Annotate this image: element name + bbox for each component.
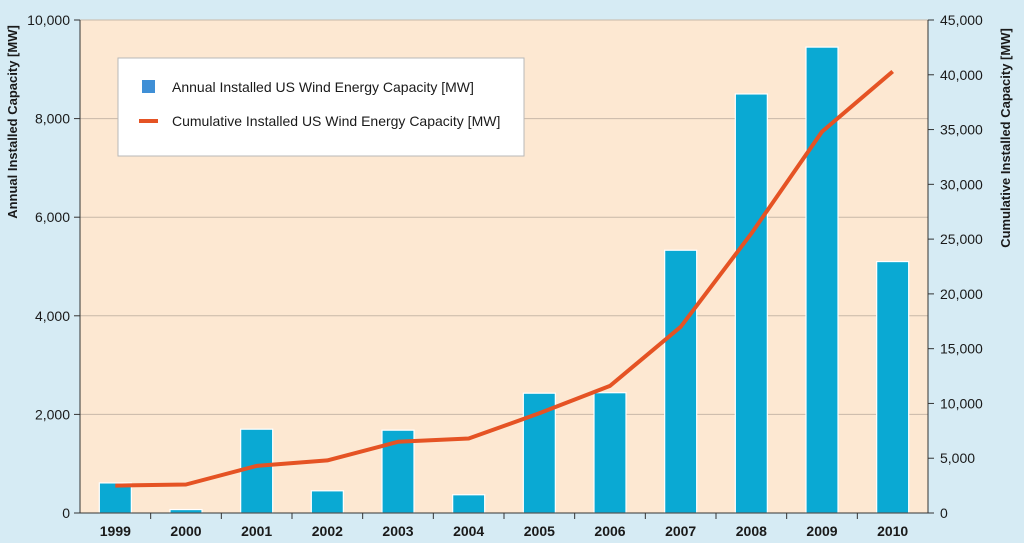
legend: Annual Installed US Wind Energy Capacity… [117, 57, 525, 157]
category-label-2000: 2000 [170, 523, 201, 539]
bar-2002 [310, 490, 344, 514]
right-tick-label: 15,000 [940, 341, 983, 357]
right-tick-label: 20,000 [940, 286, 983, 302]
left-tick-label: 10,000 [27, 12, 70, 28]
bar-2008 [734, 93, 768, 514]
right-axis-title: Cumulative Installed Capacity [MW] [998, 28, 1013, 248]
left-tick-label: 6,000 [35, 209, 70, 225]
bar-2001 [240, 428, 274, 514]
bar-2009 [805, 46, 839, 514]
cumulative-line-group [115, 69, 894, 488]
right-tick-label: 30,000 [940, 176, 983, 192]
category-ticks: 1999 2000 2001 2002 2003 2004 2005 2006 2007 2008… [100, 513, 908, 539]
category-label-2007: 2007 [665, 523, 696, 539]
bar-2000 [169, 508, 203, 514]
legend-box [117, 57, 525, 157]
category-label-2006: 2006 [594, 523, 625, 539]
category-label-2009: 2009 [806, 523, 837, 539]
category-label-2003: 2003 [382, 523, 413, 539]
left-tick-label: 8,000 [35, 111, 70, 127]
legend-label-annual: Annual Installed US Wind Energy Capacity… [172, 79, 474, 95]
legend-bar-marker [142, 80, 155, 93]
right-tick-label: 10,000 [940, 395, 983, 411]
category-label-2002: 2002 [312, 523, 343, 539]
bar-2010 [876, 260, 910, 514]
category-label-2005: 2005 [524, 523, 555, 539]
right-axis-ticks: 0 5,000 10,000 15,000 20,000 25,000 30,000 35,0… [928, 12, 983, 521]
bar-2006 [593, 392, 627, 514]
right-tick-label: 0 [940, 505, 948, 521]
left-tick-label: 2,000 [35, 406, 70, 422]
right-tick-label: 25,000 [940, 231, 983, 247]
category-label-2010: 2010 [877, 523, 908, 539]
category-label-2001: 2001 [241, 523, 272, 539]
bar-1999 [98, 482, 132, 514]
category-label-1999: 1999 [100, 523, 131, 539]
cumulative-line [115, 69, 894, 488]
bar-2004 [452, 494, 486, 514]
category-label-2004: 2004 [453, 523, 484, 539]
left-tick-label: 4,000 [35, 308, 70, 324]
left-axis-ticks: 0 2,000 4,000 6,000 8,000 10,000 [27, 12, 80, 521]
left-axis-title: Annual Installed Capacity [MW] [5, 25, 20, 219]
right-tick-label: 35,000 [940, 122, 983, 138]
category-label-2008: 2008 [736, 523, 767, 539]
legend-label-cumulative: Cumulative Installed US Wind Energy Capa… [172, 113, 500, 129]
left-tick-label: 0 [62, 505, 70, 521]
right-tick-label: 5,000 [940, 450, 975, 466]
right-tick-label: 45,000 [940, 12, 983, 28]
bar-2007 [664, 249, 698, 514]
bars [98, 46, 910, 514]
right-tick-label: 40,000 [940, 67, 983, 83]
